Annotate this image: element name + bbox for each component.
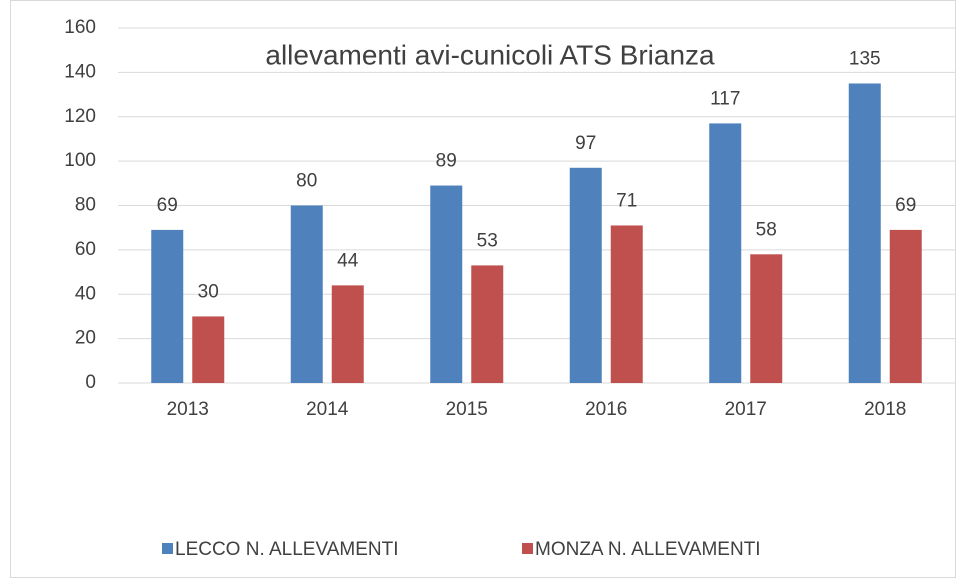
bar: [610, 225, 643, 383]
y-tick-label: 40: [75, 283, 96, 304]
bar: [569, 167, 602, 383]
bar: [430, 185, 463, 383]
chart-title: allevamenti avi-cunicoli ATS Brianza: [265, 39, 715, 70]
data-label: 80: [296, 171, 317, 192]
y-tick-label: 0: [85, 372, 96, 393]
y-tick-label: 160: [64, 17, 96, 38]
y-tick-label: 140: [64, 61, 96, 82]
x-tick-label: 2016: [585, 399, 627, 420]
bar: [750, 254, 783, 383]
data-label: 117: [710, 88, 740, 109]
bar: [151, 229, 184, 383]
y-tick-label: 120: [64, 106, 96, 127]
data-label: 89: [436, 151, 457, 172]
x-tick-label: 2018: [864, 399, 906, 420]
data-label: 69: [895, 195, 916, 216]
bar: [290, 205, 323, 383]
data-label: 30: [198, 281, 219, 302]
bar: [848, 83, 881, 383]
data-label: 53: [477, 230, 498, 251]
y-tick-label: 20: [75, 328, 96, 349]
x-tick-label: 2015: [446, 399, 488, 420]
data-label: 44: [337, 250, 359, 271]
x-tick-label: 2017: [725, 399, 767, 420]
legend-label: MONZA N. ALLEVAMENTI: [535, 539, 761, 560]
bar: [889, 229, 922, 383]
y-tick-label: 80: [75, 195, 96, 216]
data-label: 71: [616, 190, 637, 211]
legend-label: LECCO N. ALLEVAMENTI: [175, 539, 399, 560]
legend-swatch: [162, 543, 173, 554]
x-tick-label: 2013: [167, 399, 209, 420]
legend-swatch: [522, 543, 533, 554]
data-label: 135: [849, 48, 881, 69]
data-label: 58: [756, 219, 777, 240]
bar: [471, 265, 504, 383]
y-tick-label: 100: [64, 150, 96, 171]
data-label: 69: [157, 195, 178, 216]
x-tick-label: 2014: [306, 399, 349, 420]
bar: [331, 285, 364, 383]
bar: [709, 123, 742, 383]
bar: [192, 316, 225, 383]
y-tick-label: 60: [75, 239, 96, 260]
data-label: 97: [575, 133, 596, 154]
